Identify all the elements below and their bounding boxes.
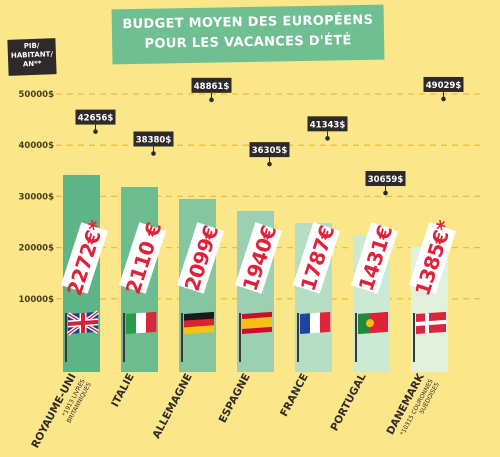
flag-cross-red [68,319,98,327]
flag-stripe [136,312,147,334]
gdp-value-label: 38380$ [136,135,172,145]
gdp-tag [191,77,232,93]
category-label-group: ITALIE [109,372,137,410]
gdp-pin [93,129,98,134]
flag-italy-icon [126,311,157,335]
gdp-value-label: 41343$ [310,120,346,130]
flag-stripe [184,318,214,328]
flag-stripe [126,313,137,335]
budget-card [408,222,457,294]
y-tick-label: 20000$ [19,244,55,254]
gdp-tag [75,109,116,125]
budget-card [60,222,109,294]
flag-uk-icon [66,310,100,336]
gdp-tag [423,76,464,92]
gdp-tag [307,116,348,132]
y-tick-label: 40000$ [19,141,55,151]
gdp-pin [209,97,214,103]
category-label: ESPAGNE [217,372,253,425]
gdp-tag [249,142,290,158]
budget-card [292,222,341,294]
flag-stripe [184,311,214,321]
category-label: PORTUGAL [328,371,368,433]
y-tick-label: 10000$ [19,295,55,305]
category-label-group: ESPAGNE [217,372,253,425]
category-label: ITALIE [109,372,137,410]
flag-stripe [242,316,272,330]
flag-france-icon [300,311,331,335]
category-label-group: FRANCE [278,372,311,419]
gdp-value-label: 30659$ [368,175,404,185]
category-label-group: PORTUGAL [328,371,368,433]
gdp-pin [267,161,272,167]
gdp-pin [383,190,388,196]
y-tick-label: 50000$ [19,90,55,100]
gdp-value-label: 49029$ [426,81,462,91]
gdp-pin [151,151,156,156]
y-tick-label: 30000$ [19,192,55,202]
budget-card [234,222,283,294]
flag-portugal-icon [358,311,388,335]
flag-stripe [358,313,370,335]
flag-stripe [320,311,331,333]
budget-card [176,222,225,294]
flag-denmark-icon [416,311,446,335]
gdp-pin [325,136,330,141]
category-label: ALLEMAGNE [150,372,194,441]
flag-cross [416,319,446,327]
budget-card [350,222,399,294]
flag-spain-icon [242,311,272,335]
flag-stripe [146,311,157,333]
flag-stripe [184,325,214,335]
category-label-group: ALLEMAGNE [150,372,194,441]
budget-card [118,222,167,294]
gdp-tag [365,171,406,187]
flag-stripe [300,313,311,335]
gdp-tag [133,131,174,147]
category-label: FRANCE [278,372,311,419]
flag-stripe [310,312,321,334]
gdp-value-label: 42656$ [78,114,114,124]
gdp-pin [441,96,446,102]
gdp-value-label: 36305$ [252,146,288,156]
flag-emblem [366,319,374,328]
flag-germany-icon [184,311,214,335]
gdp-value-label: 48861$ [194,82,230,92]
